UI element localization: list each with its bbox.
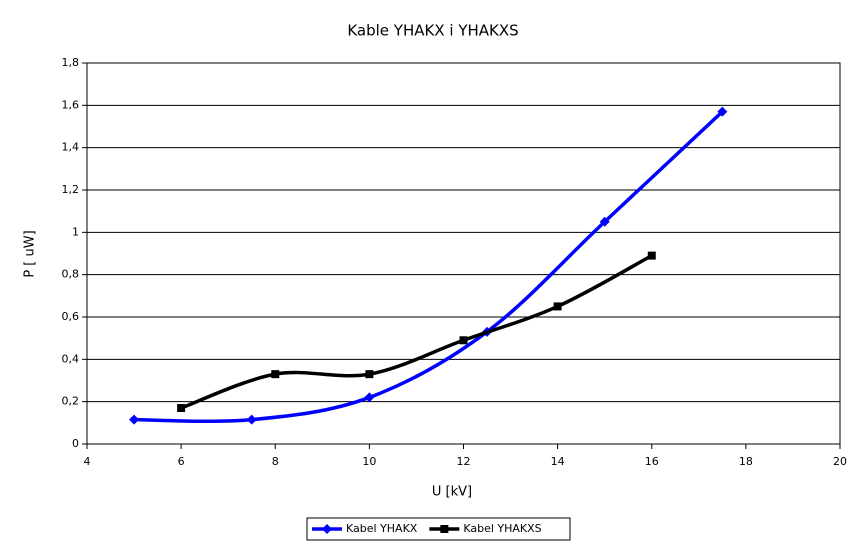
marker	[647, 251, 656, 260]
marker	[322, 524, 332, 534]
marker	[246, 414, 257, 425]
marker	[177, 404, 186, 413]
y-tick-label: 1,8	[62, 56, 80, 69]
y-tick-label: 0,6	[62, 310, 80, 323]
y-tick-label: 0,8	[62, 268, 80, 281]
series-line	[180, 254, 653, 410]
marker	[271, 370, 280, 379]
x-tick-label: 16	[645, 455, 659, 468]
x-tick-label: 10	[362, 455, 376, 468]
chart-title: Kable YHAKX i YHAKXS	[347, 22, 518, 40]
y-tick-label: 0	[72, 437, 79, 450]
x-tick-label: 4	[84, 455, 91, 468]
x-tick-label: 12	[457, 455, 471, 468]
plot-frame	[86, 62, 841, 445]
y-tick-label: 1,4	[62, 141, 80, 154]
y-axis-title: P [ uW]	[23, 230, 38, 277]
x-tick-label: 14	[551, 455, 565, 468]
y-tick-label: 0,2	[62, 395, 80, 408]
y-tick-label: 1,2	[62, 183, 80, 196]
marker	[364, 392, 375, 403]
y-tick-label: 1	[72, 225, 79, 238]
marker	[553, 302, 562, 311]
legend-label: Kabel YHAKXS	[463, 522, 541, 535]
x-tick-label: 20	[833, 455, 847, 468]
marker	[599, 216, 610, 227]
marker	[129, 414, 140, 425]
x-axis-title: U [kV]	[432, 485, 472, 500]
x-tick-label: 8	[272, 455, 279, 468]
marker	[365, 370, 374, 379]
marker	[459, 336, 468, 345]
x-tick-label: 18	[739, 455, 753, 468]
y-tick-label: 0,4	[62, 352, 80, 365]
x-tick-label: 6	[178, 455, 185, 468]
legend-label: Kabel YHAKX	[346, 522, 418, 535]
marker	[717, 106, 728, 117]
marker	[440, 525, 449, 533]
y-tick-label: 1,6	[62, 98, 80, 111]
